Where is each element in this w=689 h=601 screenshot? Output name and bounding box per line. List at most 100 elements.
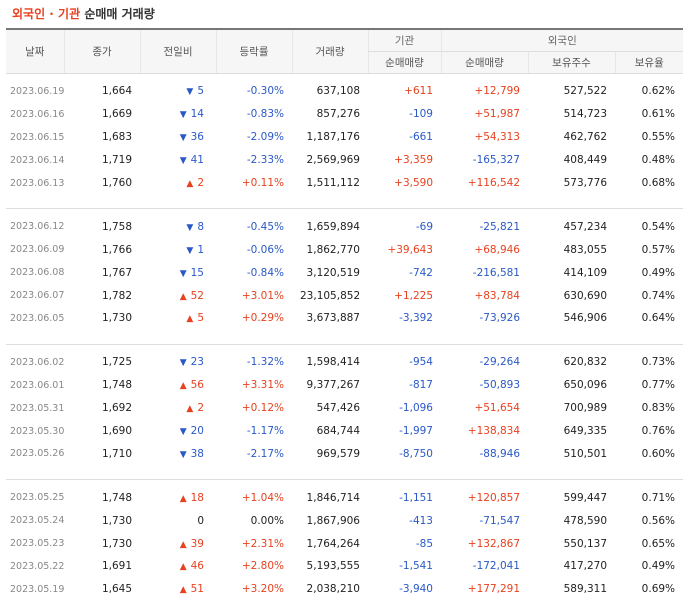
col-date: 날짜 [6,28,64,74]
close-cell: 1,760 [101,177,132,189]
holdings-cell: 483,055 [563,243,607,256]
foreign-net-cell: +120,857 [467,491,520,504]
holdings-cell: 550,137 [563,537,607,550]
volume-cell: 1,764,264 [306,537,360,550]
change-value: 41 [190,154,204,167]
date-cell: 2023.05.22 [10,560,65,572]
table-row: 2023.06.01 1,748 ▲ 56 +3.31% 9,377,267 -817 -50… [6,374,683,397]
volume-cell: 23,105,852 [300,289,361,302]
foreign-net-cell: +138,834 [467,425,520,438]
arrow-down-icon: ▼ [179,156,187,167]
foreign-net-cell: -216,581 [472,266,520,279]
ratio-cell: 0.68% [641,177,676,189]
change-value: 5 [197,312,204,325]
holdings-cell: 546,906 [563,312,607,325]
change-value: 0 [197,514,204,527]
institution-net-cell: -85 [415,537,433,550]
rate-cell: 0.00% [250,514,284,527]
volume-cell: 857,276 [316,108,360,121]
change-value: 39 [190,537,204,550]
date-cell: 2023.06.16 [10,108,65,120]
rate-cell: -0.30% [246,85,284,98]
change-cell: ▼ 23 [140,351,216,374]
arrow-up-icon: ▲ [186,404,194,415]
change-cell: ▲ 52 [140,284,216,307]
foreign-net-cell: -71,547 [479,514,520,527]
holdings-cell: 700,989 [563,402,607,415]
close-cell: 1,725 [101,356,132,369]
institution-net-cell: -413 [409,514,433,527]
holdings-cell: 514,723 [563,108,607,121]
institution-net-cell: -954 [409,356,433,369]
arrow-down-icon: ▼ [186,245,194,256]
col-rate: 등락률 [215,28,292,74]
institution-net-cell: +3,359 [394,154,433,167]
foreign-net-cell: +116,542 [467,177,520,189]
change-value: 18 [190,491,204,504]
separator-cell [6,465,684,481]
ratio-cell: 0.64% [641,312,676,325]
rate-cell: +0.11% [241,177,284,189]
rate-cell: -0.83% [246,108,284,121]
institution-net-cell: -3,392 [399,312,433,325]
date-cell: 2023.06.05 [10,312,65,324]
volume-cell: 684,744 [316,425,360,438]
arrow-down-icon: ▼ [186,222,194,233]
change-cell: ▼ 8 [140,215,216,238]
change-value: 46 [190,560,204,573]
change-value: 1 [197,243,204,256]
date-cell: 2023.05.23 [10,538,65,550]
rate-cell: +3.20% [241,583,284,596]
ratio-cell: 0.73% [641,356,676,369]
change-cell: ▼ 14 [140,103,216,126]
foreign-net-cell: +51,654 [474,402,520,415]
volume-cell: 1,598,414 [306,356,360,369]
close-cell: 1,767 [101,266,132,279]
institution-net-cell: -1,997 [399,425,433,438]
col-ratio: 보유율 [614,51,684,74]
close-cell: 1,683 [101,131,132,144]
ratio-cell: 0.60% [641,447,676,460]
ratio-cell: 0.61% [641,108,676,121]
change-value: 2 [197,402,204,415]
foreign-net-cell: +177,291 [467,583,520,596]
date-cell: 2023.05.25 [10,492,65,504]
date-cell: 2023.06.15 [10,131,65,143]
table-row: 2023.06.05 1,730 ▲ 5 +0.29% 3,673,887 -3,392 -7… [6,307,683,330]
table-row: 2023.06.14 1,719 ▼ 41 -2.33% 2,569,969 +3,359 -… [6,149,683,172]
table-row: 2023.05.25 1,748 ▲ 18 +1.04% 1,846,714 -1,151 +… [6,486,683,509]
volume-cell: 2,038,210 [306,583,360,596]
change-cell: 0 [140,509,216,532]
arrow-up-icon: ▲ [179,562,187,573]
close-cell: 1,758 [101,220,132,233]
title-suffix: 순매매 거래량 [84,7,155,21]
ratio-cell: 0.71% [641,491,676,504]
table-row: 2023.05.23 1,730 ▲ 39 +2.31% 1,764,264 -85 +132… [6,532,683,555]
change-cell: ▼ 15 [140,261,216,284]
change-cell: ▲ 56 [140,374,216,397]
change-cell: ▼ 20 [140,420,216,443]
holdings-cell: 417,270 [563,560,607,573]
group-separator [6,465,684,481]
ratio-cell: 0.54% [641,220,676,233]
foreign-net-cell: +54,313 [474,131,520,144]
arrow-up-icon: ▲ [179,381,187,392]
separator-cell [6,329,684,345]
close-cell: 1,730 [101,537,132,550]
holdings-cell: 630,690 [563,289,607,302]
close-cell: 1,710 [101,447,132,460]
separator-cell [6,194,684,210]
rate-cell: -2.17% [246,447,284,460]
institution-net-cell: -817 [409,379,433,392]
holdings-cell: 510,501 [563,447,607,460]
date-cell: 2023.05.19 [10,583,65,595]
change-value: 56 [190,379,204,392]
change-value: 15 [190,266,204,279]
arrow-down-icon: ▼ [179,268,187,279]
table-row: 2023.06.07 1,782 ▲ 52 +3.01% 23,105,852 +1,225… [6,284,683,307]
holdings-cell: 462,762 [563,131,607,144]
change-value: 2 [197,177,204,189]
arrow-down-icon: ▼ [179,358,187,369]
volume-cell: 9,377,267 [306,379,360,392]
col-foreign-net: 순매매량 [440,51,528,74]
